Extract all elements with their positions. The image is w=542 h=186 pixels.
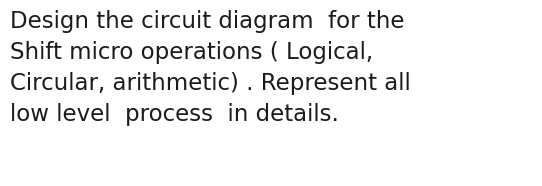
- Text: Design the circuit diagram  for the: Design the circuit diagram for the: [10, 10, 404, 33]
- Text: low level  process  in details.: low level process in details.: [10, 103, 339, 126]
- Text: Circular, arithmetic) . Represent all: Circular, arithmetic) . Represent all: [10, 72, 411, 95]
- Text: Shift micro operations ( Logical,: Shift micro operations ( Logical,: [10, 41, 373, 64]
